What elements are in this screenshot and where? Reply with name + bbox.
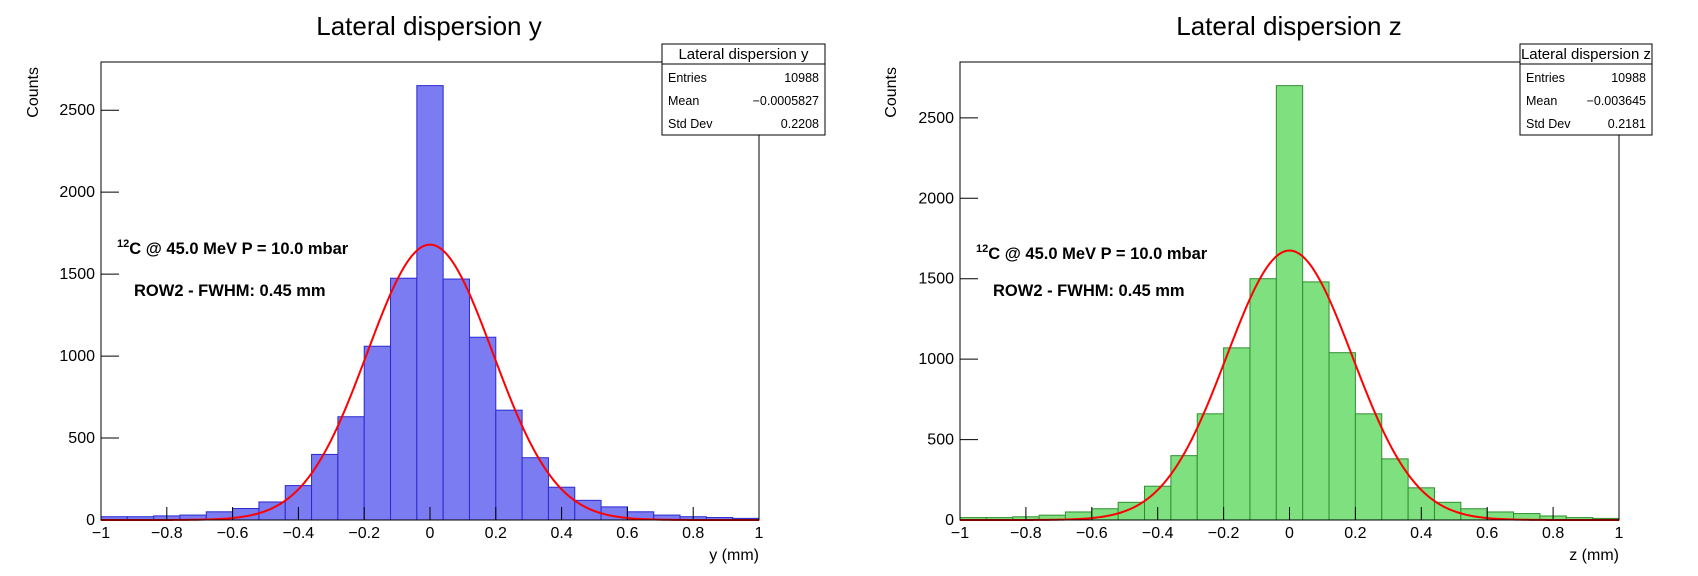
stats-box: Lateral dispersion z Entries 10988 Mean −0.0…: [1519, 43, 1653, 136]
annotation: 12C @ 45.0 MeV P = 10.0 mbar: [976, 243, 1208, 263]
annotation: ROW2 - FWHM: 0.45 mm: [134, 282, 326, 300]
histogram-bar: [416, 85, 444, 521]
stats-value: 0.2181: [1608, 117, 1646, 131]
y-tick-label: 500: [68, 430, 95, 447]
y-tick-label: 0: [86, 512, 95, 529]
stats-value: 10988: [1611, 71, 1646, 85]
x-tick-label: 0.8: [1542, 525, 1564, 542]
stats-frame: [661, 43, 826, 136]
x-tick-label: 0.4: [1410, 525, 1432, 542]
histogram-bar: [1354, 413, 1383, 521]
fit-curve: [101, 243, 759, 521]
y-tick-label: 2500: [918, 110, 954, 127]
y-tick-label: 2000: [918, 190, 954, 207]
y-axis-label: Counts: [883, 67, 900, 118]
stats-title: Lateral dispersion z: [1521, 46, 1651, 63]
y-axis-label: Counts: [25, 67, 42, 118]
stats-label: Std Dev: [668, 117, 713, 131]
x-tick-label: 0: [426, 525, 435, 542]
annotation-text: C @ 45.0 MeV P = 10.0 mbar: [129, 240, 349, 258]
histogram-bar: [390, 277, 418, 521]
y-tick-label: 2500: [59, 102, 95, 119]
x-tick-label: 0.8: [682, 525, 704, 542]
x-tick-label: −0.4: [283, 525, 315, 542]
x-tick-label: 1: [755, 525, 764, 542]
histogram-bar: [311, 453, 339, 521]
x-tick-label: −0.4: [1142, 525, 1174, 542]
x-tick-label: 0.4: [550, 525, 572, 542]
annotation-superscript: 12: [117, 238, 129, 250]
histogram-bar: [1275, 85, 1304, 521]
x-tick-label: 0.6: [1476, 525, 1498, 542]
fit-curve: [960, 249, 1619, 521]
stats-title: Lateral dispersion y: [678, 46, 809, 63]
stats-value: 0.2208: [781, 117, 819, 131]
x-tick-label: −0.8: [151, 525, 183, 542]
stats-value: 10988: [784, 71, 819, 85]
y-tick-label: 1500: [59, 266, 95, 283]
y-tick-label: 500: [927, 432, 954, 449]
y-tick-label: 1000: [59, 348, 95, 365]
stats-label: Entries: [1526, 71, 1565, 85]
chart-title: Lateral dispersion z: [1176, 11, 1401, 41]
histogram-bar: [1328, 352, 1356, 521]
histogram-bar: [442, 278, 470, 521]
annotation: 12C @ 45.0 MeV P = 10.0 mbar: [117, 238, 349, 258]
x-tick-label: −1: [951, 525, 969, 542]
histogram-bar: [1249, 278, 1277, 521]
histogram-bar: [468, 336, 497, 521]
x-tick-label: −0.6: [1076, 525, 1108, 542]
x-tick-label: 0: [1285, 525, 1294, 542]
histogram-bar: [1302, 281, 1330, 521]
histogram-bar: [495, 409, 523, 521]
stats-value: −0.003645: [1587, 94, 1646, 108]
y-tick-label: 0: [945, 512, 954, 529]
histogram-bar: [363, 345, 392, 521]
histogram-chart: Lateral dispersion z −1 −0.8 −0.6 −0.4 −0.2 0 0…: [883, 11, 1653, 564]
y-tick-label: 2000: [59, 184, 95, 201]
histogram-chart: Lateral dispersion y −1 −0.8 −0.6 −0.4 −0.2 0 0…: [25, 11, 826, 564]
stats-value: −0.0005827: [753, 94, 819, 108]
x-tick-label: −0.8: [1010, 525, 1042, 542]
histogram-bar: [337, 416, 365, 521]
y-tick-label: 1000: [918, 351, 954, 368]
stats-label: Entries: [668, 71, 707, 85]
histogram-bar: [1196, 413, 1225, 521]
x-tick-label: 0.6: [616, 525, 638, 542]
annotation-superscript: 12: [976, 243, 988, 255]
chart-title: Lateral dispersion y: [316, 11, 541, 41]
x-axis-label: z (mm): [1569, 547, 1619, 564]
x-tick-label: −0.6: [217, 525, 249, 542]
histogram-bar: [1223, 347, 1251, 521]
stats-label: Mean: [1526, 94, 1557, 108]
x-tick-label: −0.2: [348, 525, 380, 542]
x-axis-label: y (mm): [709, 547, 759, 564]
stats-frame: [1519, 43, 1653, 136]
x-tick-label: 0.2: [1344, 525, 1366, 542]
stats-box: Lateral dispersion y Entries 10988 Mean −0.0…: [661, 43, 826, 136]
x-tick-label: 1: [1615, 525, 1624, 542]
x-tick-label: 0.2: [485, 525, 507, 542]
y-tick-label: 1500: [918, 271, 954, 288]
stats-label: Mean: [668, 94, 699, 108]
annotation: ROW2 - FWHM: 0.45 mm: [993, 282, 1185, 300]
stats-label: Std Dev: [1526, 117, 1571, 131]
histogram-bar: [1170, 455, 1198, 521]
annotation-text: C @ 45.0 MeV P = 10.0 mbar: [988, 245, 1208, 263]
x-tick-label: −1: [92, 525, 110, 542]
x-tick-label: −0.2: [1208, 525, 1240, 542]
